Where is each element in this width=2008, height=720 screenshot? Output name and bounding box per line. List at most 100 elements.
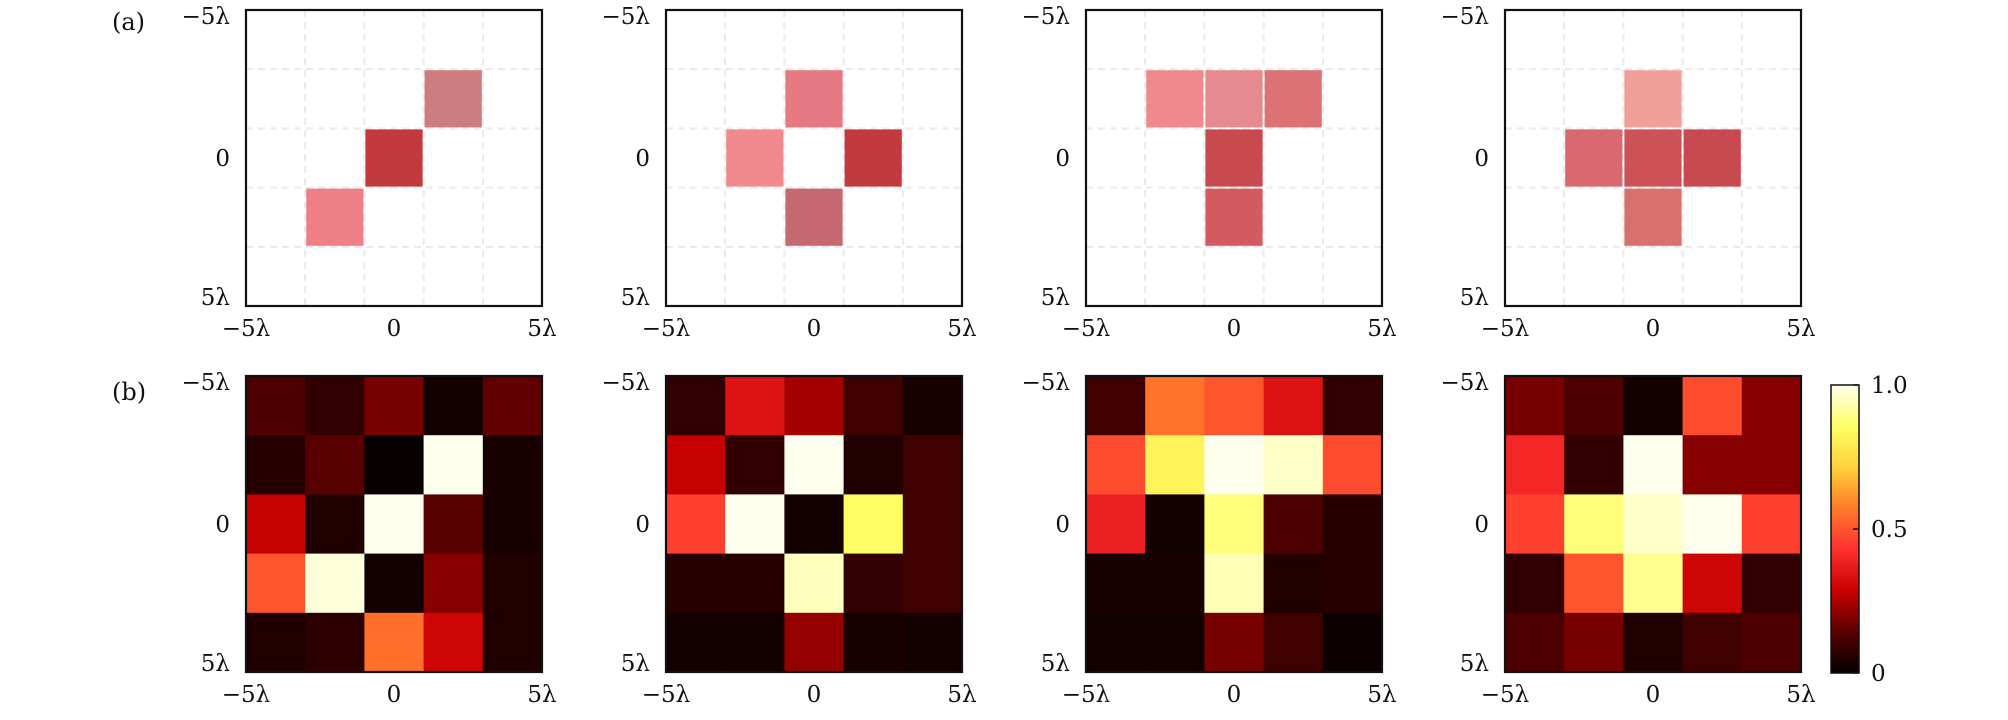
heatmap-cell <box>902 435 963 495</box>
sample-cell <box>306 188 364 246</box>
plot-frame <box>1503 374 1803 674</box>
heatmap-cell <box>364 612 425 673</box>
heatmap-cell <box>1564 376 1624 436</box>
sample-cell <box>1146 70 1204 128</box>
colorbar-tick-label: 1.0 <box>1871 373 1908 399</box>
heatmap-cell <box>1263 494 1324 555</box>
heatmap-cell <box>843 553 904 614</box>
heatmap-cell <box>423 494 484 555</box>
heatmap-cell <box>843 376 904 436</box>
heatmap-cell <box>1322 612 1383 673</box>
heatmap-cell <box>843 435 904 495</box>
heatmap-cell <box>666 435 726 495</box>
y-tick-label: −5λ <box>1441 370 1489 396</box>
y-tick-label: −5λ <box>1022 4 1070 30</box>
y-tick-label: 0 <box>215 146 230 172</box>
sample-cell <box>424 70 482 128</box>
heatmap-cell <box>1263 376 1324 436</box>
heatmap-cell <box>784 376 845 436</box>
panel-label-a: (a) <box>112 8 145 36</box>
y-tick-label: −5λ <box>1441 4 1489 30</box>
x-tick-label: 0 <box>1646 316 1661 342</box>
heatmap-cell <box>1505 376 1565 436</box>
heatmap-cell <box>364 435 425 495</box>
x-tick-label: −5λ <box>642 316 690 342</box>
panels: −5λ 0 5λ −5λ 0 5λ −5λ 0 5λ −5λ 0 5λ −5λ 0 5λ −5λ 0 5λ −5λ 0… <box>182 4 1816 708</box>
x-tick-label: 0 <box>1646 682 1661 708</box>
heatmap-cell <box>246 376 306 436</box>
plot-frame <box>244 8 544 308</box>
heatmap-cell <box>1741 435 1802 495</box>
heatmap-cell <box>1322 494 1383 555</box>
y-tick-label: 5λ <box>201 285 230 311</box>
heatmap-cell <box>666 553 726 614</box>
heatmap-cell <box>1505 494 1565 555</box>
sample-cell <box>365 129 423 187</box>
x-tick-label: −5λ <box>1062 682 1110 708</box>
y-tick-label: 0 <box>1474 146 1489 172</box>
sample-cell <box>1624 188 1682 246</box>
heatmap-cell <box>1623 494 1684 555</box>
y-tick-label: 5λ <box>1460 285 1489 311</box>
heatmap-cell <box>1741 553 1802 614</box>
heatmap-cell <box>1145 435 1205 495</box>
panel-b-3: −5λ 0 5λ −5λ 0 5λ <box>1022 370 1397 708</box>
plot-frame <box>664 374 964 674</box>
colorbar: 1.0 0.5 0 <box>1830 373 1908 687</box>
x-tick-label: −5λ <box>1062 316 1110 342</box>
heatmap-cell <box>1322 376 1383 436</box>
heatmap-cell <box>1682 612 1743 673</box>
heatmap-cell <box>305 494 365 555</box>
colorbar-tick-label: 0 <box>1871 661 1886 687</box>
heatmap-cell <box>423 612 484 673</box>
heatmap-cell <box>1564 435 1624 495</box>
heatmap-cell <box>1564 494 1624 555</box>
y-tick-label: 5λ <box>201 651 230 677</box>
heatmap-cell <box>666 612 726 673</box>
x-tick-label: 5λ <box>1786 316 1815 342</box>
x-tick-label: 0 <box>807 682 822 708</box>
y-tick-label: 0 <box>635 512 650 538</box>
y-tick-label: −5λ <box>602 370 650 396</box>
heatmap-cell <box>1145 494 1205 555</box>
colorbar-tick-label: 0.5 <box>1871 517 1908 543</box>
heatmap-cell <box>305 376 365 436</box>
x-tick-label: 5λ <box>1786 682 1815 708</box>
heatmap-cell <box>1322 553 1383 614</box>
heatmap-cell <box>725 435 785 495</box>
heatmap-cell <box>1682 376 1743 436</box>
heatmap-cell <box>843 612 904 673</box>
sample-cell <box>726 129 784 187</box>
heatmap-cell <box>1204 612 1265 673</box>
heatmap-cell <box>902 376 963 436</box>
heatmap-cell <box>423 435 484 495</box>
panel-label-b: (b) <box>112 378 146 406</box>
panel-a-2: −5λ 0 5λ −5λ 0 5λ <box>602 4 977 342</box>
heatmap-cell <box>1263 612 1324 673</box>
plot-frame <box>1503 8 1803 308</box>
y-tick-label: −5λ <box>182 370 230 396</box>
heatmap-cell <box>305 612 365 673</box>
heatmap-cell <box>364 553 425 614</box>
sample-cell <box>1205 188 1263 246</box>
heatmap-cell <box>725 376 785 436</box>
y-tick-label: 5λ <box>621 651 650 677</box>
sample-cell <box>1624 129 1682 187</box>
heatmap-cell <box>423 553 484 614</box>
y-tick-label: 0 <box>1474 512 1489 538</box>
sample-cell <box>785 188 843 246</box>
heatmap-cell <box>246 435 306 495</box>
heatmap-cell <box>725 494 785 555</box>
heatmap-cell <box>1623 553 1684 614</box>
heatmap-cell <box>1623 376 1684 436</box>
heatmap-cell <box>1086 435 1146 495</box>
heatmap-cell <box>1564 553 1624 614</box>
y-tick-label: 5λ <box>1041 651 1070 677</box>
heatmap-cell <box>482 435 543 495</box>
heatmap-cell <box>305 435 365 495</box>
heatmap-cell <box>902 553 963 614</box>
sample-cell <box>1205 129 1263 187</box>
y-tick-label: 0 <box>1055 146 1070 172</box>
x-tick-label: −5λ <box>1481 682 1529 708</box>
